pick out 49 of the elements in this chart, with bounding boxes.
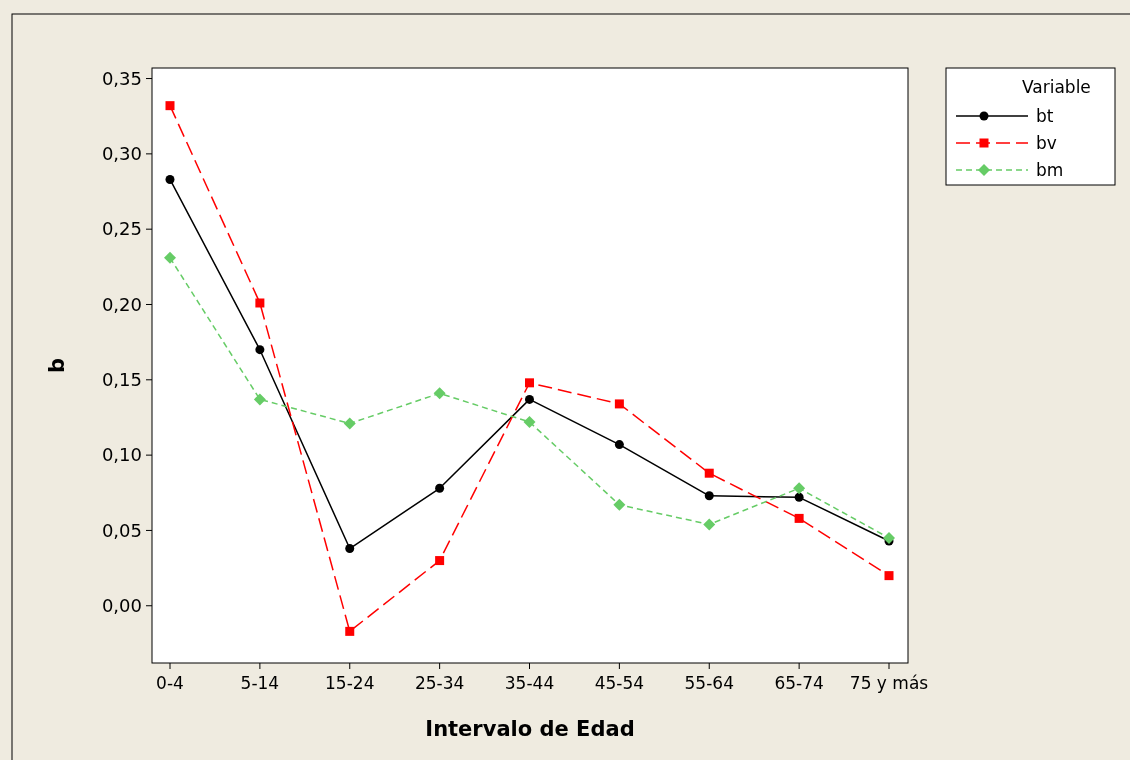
point xyxy=(165,101,175,111)
point xyxy=(525,394,534,404)
point xyxy=(884,571,894,581)
y-tick-label: 0,10 xyxy=(101,444,142,466)
x-tick-label: 35-44 xyxy=(504,673,555,693)
point xyxy=(523,415,536,428)
point xyxy=(253,393,266,406)
point xyxy=(614,399,624,409)
x-tick-label: 55-64 xyxy=(684,673,734,693)
x-tick-label: 65-74 xyxy=(774,673,824,693)
y-tick-label: 0,25 xyxy=(101,218,142,240)
legend-label: bt xyxy=(1036,105,1054,126)
legend-label: bv xyxy=(1036,132,1057,153)
point xyxy=(883,531,895,544)
point xyxy=(614,440,624,450)
point xyxy=(793,482,806,495)
point xyxy=(433,387,446,400)
point xyxy=(613,498,626,511)
y-tick-label: 0,20 xyxy=(101,293,142,315)
point xyxy=(525,378,534,388)
y-tick-label: 0,00 xyxy=(101,595,142,617)
x-tick-label: 25-34 xyxy=(414,673,465,693)
point xyxy=(794,513,804,523)
point xyxy=(255,345,265,355)
point xyxy=(345,544,355,554)
y-tick-label: 0,05 xyxy=(101,519,142,541)
point xyxy=(345,626,355,636)
point xyxy=(435,556,445,566)
x-tick-label: 5-14 xyxy=(240,673,280,693)
point xyxy=(255,298,265,308)
y-tick-label: 0,30 xyxy=(101,143,142,165)
x-tick-label: 0-4 xyxy=(156,673,184,693)
x-tick-label: 15-24 xyxy=(325,673,375,693)
point xyxy=(164,251,176,264)
point xyxy=(704,491,714,501)
x-tick-label: 45-54 xyxy=(594,673,645,693)
point xyxy=(704,468,714,478)
point xyxy=(343,417,356,430)
x-tick-label: 75 y más xyxy=(849,673,929,693)
point xyxy=(435,483,445,493)
point xyxy=(703,518,716,531)
y-axis-title: b xyxy=(45,357,69,374)
point xyxy=(794,492,804,502)
y-tick-label: 0,35 xyxy=(101,67,142,89)
x-axis-title: Intervalo de Edad xyxy=(425,717,635,741)
y-tick-label: 0,15 xyxy=(101,369,142,391)
legend-title: Variable xyxy=(1022,77,1091,97)
legend-label: bm xyxy=(1036,159,1064,180)
point xyxy=(165,174,175,184)
